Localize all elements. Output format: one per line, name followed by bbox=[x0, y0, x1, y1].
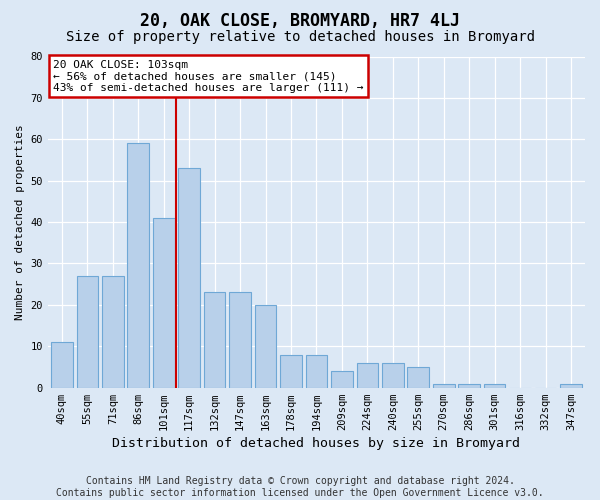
Text: 20, OAK CLOSE, BROMYARD, HR7 4LJ: 20, OAK CLOSE, BROMYARD, HR7 4LJ bbox=[140, 12, 460, 30]
Bar bbox=[433, 384, 455, 388]
Text: 20 OAK CLOSE: 103sqm
← 56% of detached houses are smaller (145)
43% of semi-deta: 20 OAK CLOSE: 103sqm ← 56% of detached h… bbox=[53, 60, 364, 93]
Y-axis label: Number of detached properties: Number of detached properties bbox=[15, 124, 25, 320]
Bar bbox=[51, 342, 73, 388]
Text: Contains HM Land Registry data © Crown copyright and database right 2024.
Contai: Contains HM Land Registry data © Crown c… bbox=[56, 476, 544, 498]
Bar bbox=[382, 363, 404, 388]
Bar bbox=[356, 363, 378, 388]
Bar bbox=[560, 384, 582, 388]
Bar bbox=[484, 384, 505, 388]
Bar bbox=[178, 168, 200, 388]
Bar bbox=[127, 144, 149, 388]
Bar bbox=[255, 305, 277, 388]
Bar bbox=[153, 218, 175, 388]
Bar bbox=[407, 367, 429, 388]
Bar bbox=[280, 354, 302, 388]
Bar bbox=[305, 354, 327, 388]
Bar bbox=[102, 276, 124, 388]
X-axis label: Distribution of detached houses by size in Bromyard: Distribution of detached houses by size … bbox=[112, 437, 520, 450]
Bar bbox=[204, 292, 226, 388]
Bar bbox=[458, 384, 480, 388]
Bar bbox=[229, 292, 251, 388]
Text: Size of property relative to detached houses in Bromyard: Size of property relative to detached ho… bbox=[65, 30, 535, 44]
Bar bbox=[331, 371, 353, 388]
Bar bbox=[77, 276, 98, 388]
